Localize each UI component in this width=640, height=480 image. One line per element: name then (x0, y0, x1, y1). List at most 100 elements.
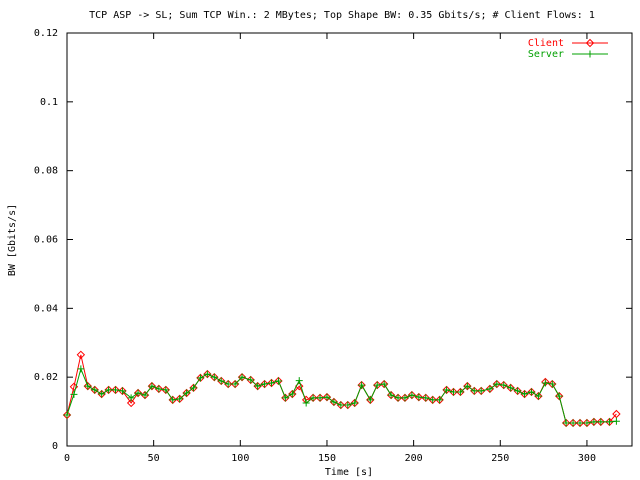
point-marker (576, 419, 584, 427)
x-tick-label: 150 (318, 453, 336, 464)
point-marker (315, 393, 325, 403)
point-marker (112, 386, 120, 394)
point-marker (316, 394, 324, 402)
point-marker (548, 380, 556, 388)
point-marker (224, 380, 232, 388)
point-marker (203, 370, 211, 378)
point-marker (582, 418, 592, 428)
point-marker (217, 377, 225, 385)
point-marker (456, 387, 465, 397)
x-tick-label: 100 (231, 453, 249, 464)
point-marker (155, 385, 163, 393)
point-marker (387, 391, 395, 399)
point-marker (366, 396, 374, 404)
point-marker (568, 418, 578, 428)
point-marker (575, 418, 585, 428)
point-marker (527, 388, 535, 396)
point-marker (238, 373, 246, 381)
y-tick-label: 0.06 (34, 235, 58, 246)
point-marker (612, 417, 620, 425)
point-marker (288, 389, 297, 399)
chart-title: TCP ASP -> SL; Sum TCP Win.: 2 MBytes; T… (89, 10, 595, 21)
point-marker (98, 390, 106, 398)
y-tick-label: 0.08 (34, 166, 58, 177)
point-marker (541, 379, 549, 387)
point-marker (470, 387, 478, 395)
point-marker (612, 409, 621, 419)
x-tick-label: 300 (578, 453, 596, 464)
point-marker (183, 389, 191, 397)
point-marker (493, 380, 501, 388)
x-tick-label: 50 (148, 453, 160, 464)
point-marker (507, 384, 515, 392)
point-marker (281, 394, 289, 402)
x-axis-label: Time [s] (325, 467, 373, 478)
y-tick-label: 0.12 (34, 28, 58, 39)
point-marker (408, 391, 416, 399)
point-marker (456, 388, 464, 396)
legend-marker (585, 38, 595, 48)
point-marker (261, 380, 269, 388)
y-axis-label: BW [Gbits/s] (7, 204, 18, 276)
point-marker (521, 390, 529, 398)
point-marker (231, 380, 239, 388)
point-marker (422, 394, 430, 402)
point-marker (302, 399, 310, 407)
y-tick-label: 0.1 (40, 97, 58, 108)
y-tick-label: 0.04 (34, 303, 58, 314)
point-marker (148, 382, 156, 390)
point-marker (118, 387, 126, 395)
point-marker (176, 395, 184, 403)
point-marker (308, 393, 318, 403)
point-marker (247, 376, 255, 384)
point-marker (169, 396, 177, 404)
point-marker (358, 381, 366, 389)
point-marker (344, 401, 352, 409)
point-marker (288, 390, 296, 398)
point-marker (555, 391, 564, 401)
point-marker (597, 418, 605, 426)
point-marker (442, 385, 451, 395)
point-marker (210, 373, 218, 381)
legend-label: Client (528, 38, 564, 49)
point-marker (415, 393, 423, 401)
point-marker (190, 384, 198, 392)
point-marker (401, 394, 409, 402)
point-marker (126, 398, 136, 408)
y-tick-label: 0 (52, 441, 58, 452)
point-marker (486, 385, 494, 393)
point-marker (105, 386, 113, 394)
point-marker (309, 394, 317, 402)
y-tick-label: 0.02 (34, 372, 58, 383)
point-marker (161, 385, 170, 395)
point-marker (337, 401, 345, 409)
point-marker (373, 381, 381, 389)
point-marker (189, 383, 198, 393)
x-tick-label: 250 (491, 453, 509, 464)
point-marker (237, 372, 247, 382)
point-marker (583, 419, 591, 427)
point-marker (590, 418, 598, 426)
point-marker (91, 386, 99, 394)
point-marker (443, 386, 451, 394)
point-marker (268, 379, 276, 387)
point-marker (351, 399, 359, 407)
point-marker (449, 388, 457, 396)
x-tick-label: 200 (405, 453, 423, 464)
x-tick-label: 0 (64, 453, 70, 464)
point-marker (561, 418, 571, 428)
point-marker (435, 395, 444, 405)
point-marker (196, 374, 204, 382)
point-marker (562, 419, 570, 427)
point-marker (111, 385, 120, 395)
point-marker (534, 392, 542, 400)
point-marker (555, 392, 563, 400)
point-marker (295, 377, 303, 385)
point-marker (527, 387, 536, 397)
point-marker (70, 390, 78, 398)
point-marker (168, 395, 177, 405)
point-marker (323, 393, 331, 401)
point-marker (63, 411, 71, 419)
